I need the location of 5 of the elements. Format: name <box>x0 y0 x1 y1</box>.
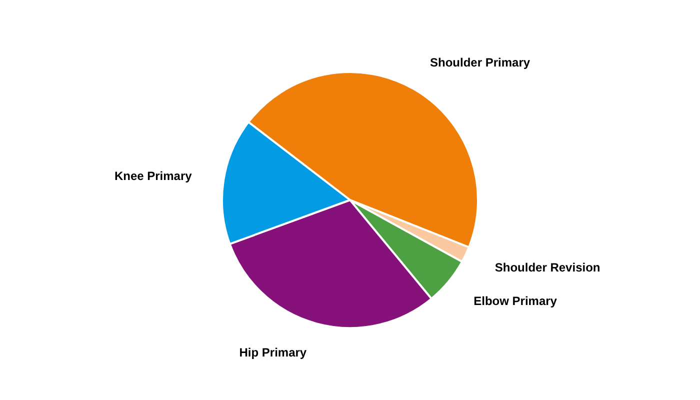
slice-label: Shoulder Revision <box>494 260 600 274</box>
slice-label: Knee Primary <box>114 169 192 184</box>
slice-label: Elbow Primary <box>474 294 558 308</box>
slice-label: Hip Primary <box>239 345 307 360</box>
slice-label: Shoulder Primary <box>430 56 530 70</box>
